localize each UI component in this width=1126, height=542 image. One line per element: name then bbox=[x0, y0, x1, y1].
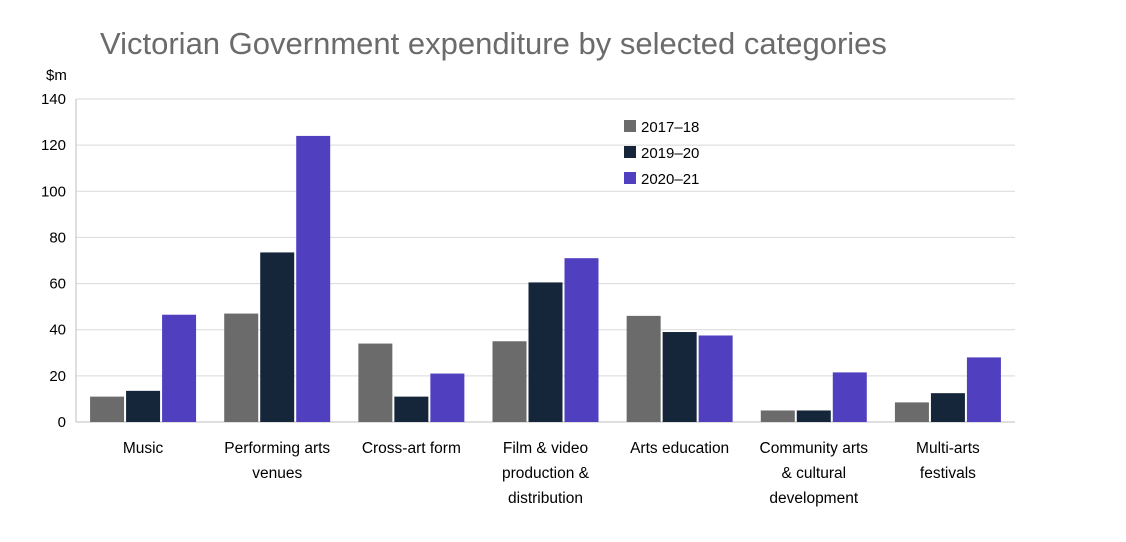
bar bbox=[492, 341, 527, 422]
legend-label: 2019–20 bbox=[641, 145, 699, 162]
bar bbox=[90, 396, 125, 422]
x-tick-label: Multi-arts festivals bbox=[916, 440, 980, 482]
x-tick-label: Community arts & cultural development bbox=[760, 440, 869, 507]
bar bbox=[832, 372, 867, 422]
bar bbox=[430, 373, 465, 422]
y-tick-label: 140 bbox=[41, 91, 66, 108]
bar bbox=[930, 393, 965, 422]
bar bbox=[662, 332, 697, 422]
y-axis-label: $m bbox=[46, 67, 67, 84]
legend-swatch bbox=[624, 120, 636, 132]
y-tick-label: 40 bbox=[49, 322, 66, 339]
category-labels: Music Performing arts venues Cross-art form… bbox=[123, 440, 980, 507]
bar bbox=[894, 402, 929, 422]
bar bbox=[528, 282, 563, 422]
chart-title: Victorian Government expenditure by sele… bbox=[100, 26, 887, 61]
x-tick-label: Cross-art form bbox=[362, 440, 461, 457]
legend: 2017–18 2019–20 2020–21 bbox=[624, 119, 699, 188]
bar bbox=[966, 357, 1001, 422]
bars bbox=[90, 135, 1001, 422]
y-tick-label: 20 bbox=[49, 368, 66, 385]
x-tick-label: Arts education bbox=[630, 440, 729, 457]
bar bbox=[394, 396, 429, 422]
y-tick-label: 0 bbox=[58, 414, 66, 431]
bar bbox=[162, 314, 197, 422]
bar bbox=[260, 252, 295, 422]
legend-label: 2017–18 bbox=[641, 119, 699, 136]
bar bbox=[626, 315, 661, 422]
bar bbox=[358, 343, 393, 422]
y-tick-label: 80 bbox=[49, 229, 66, 246]
x-tick-label: Performing arts venues bbox=[224, 440, 330, 482]
bar bbox=[126, 390, 161, 422]
bar bbox=[564, 258, 599, 422]
legend-label: 2020–21 bbox=[641, 171, 699, 188]
x-tick-label: Film & video production & distribution bbox=[502, 440, 590, 507]
legend-swatch bbox=[624, 146, 636, 158]
legend-swatch bbox=[624, 172, 636, 184]
bar bbox=[796, 410, 831, 422]
bar bbox=[224, 313, 259, 422]
y-tick-label: 100 bbox=[41, 183, 66, 200]
bar bbox=[698, 335, 733, 422]
y-tick-label: 120 bbox=[41, 137, 66, 154]
bar bbox=[296, 135, 331, 422]
axes: 0 20 40 60 80 100 120 140 $m bbox=[41, 67, 1015, 431]
x-tick-label: Music bbox=[123, 440, 164, 457]
bar bbox=[760, 410, 795, 422]
y-tick-label: 60 bbox=[49, 276, 66, 293]
